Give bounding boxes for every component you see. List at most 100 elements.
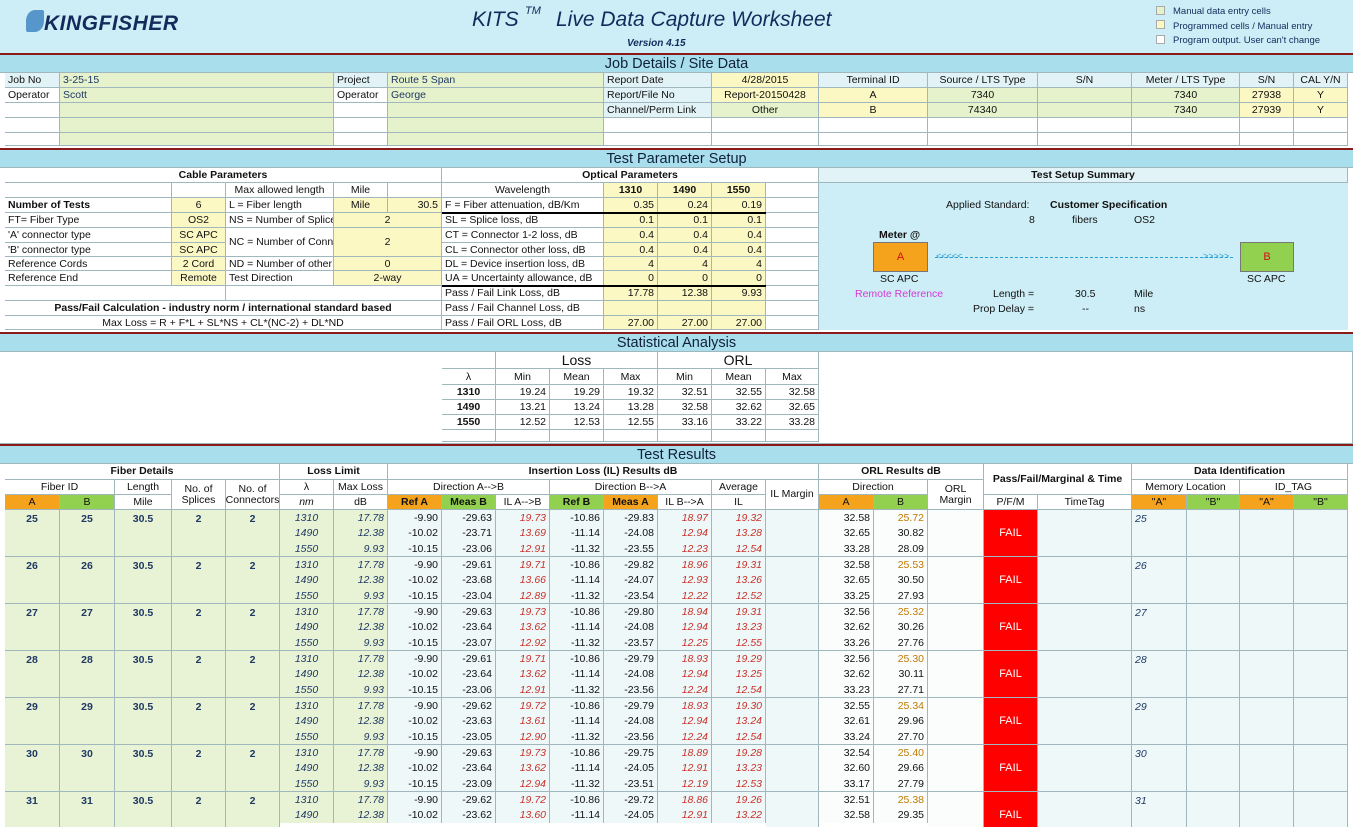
cell	[1240, 698, 1294, 745]
param-label: L = Fiber length	[226, 198, 334, 213]
measurement: -11.32	[550, 729, 604, 745]
stats-column: Mean	[550, 369, 604, 385]
cell	[766, 286, 819, 301]
measurement: -29.79	[604, 698, 658, 714]
param-value: 30.5	[388, 198, 442, 213]
param-value: 9.93	[712, 286, 766, 301]
job-cell	[334, 103, 388, 118]
stats-column: Min	[658, 369, 712, 385]
fiber-length: 30.5	[115, 604, 172, 651]
fiber-id: 26	[60, 557, 115, 604]
job-cell	[819, 133, 928, 146]
measurement: -24.05	[604, 760, 658, 777]
measurement: -11.32	[550, 776, 604, 792]
job-cell	[60, 103, 334, 118]
stats-cell: 12.55	[604, 415, 658, 430]
measurement: -23.64	[442, 760, 496, 777]
cell	[5, 286, 226, 301]
legend-swatch	[1156, 35, 1165, 44]
measurement: 17.78	[334, 698, 388, 714]
measurement: 12.38	[334, 807, 388, 824]
column-header: B	[874, 495, 928, 510]
terminal-box: A	[873, 242, 928, 272]
measurement: 12.91	[658, 807, 712, 824]
column-header: TimeTag	[1038, 495, 1132, 510]
measurement: 32.56	[819, 651, 874, 667]
measurement: 30.11	[874, 666, 928, 683]
column-header: Ref B	[550, 495, 604, 510]
measurement: -29.62	[442, 698, 496, 714]
measurement: -23.07	[442, 635, 496, 651]
measurement: -29.63	[442, 604, 496, 620]
param-value: SC APC	[172, 228, 226, 243]
job-cell	[334, 133, 388, 146]
group-header: Insertion Loss (IL) Results dB	[388, 464, 819, 480]
fiber-splices: 2	[172, 698, 226, 745]
column-header: Mile	[115, 495, 172, 510]
param-value: 0.19	[712, 198, 766, 213]
job-cell	[1294, 133, 1348, 146]
fiber-id: 25	[60, 510, 115, 557]
measurement: -24.08	[604, 713, 658, 730]
measurement: -23.51	[604, 776, 658, 792]
param-value: 0.4	[658, 243, 712, 257]
measurement: 12.23	[658, 541, 712, 557]
param-label: 'A' connector type	[5, 228, 172, 243]
measurement: 12.91	[658, 760, 712, 777]
job-cell: 3-25-15	[60, 73, 334, 88]
job-cell: 7340	[928, 88, 1038, 103]
measurement: -24.08	[604, 525, 658, 542]
subgroup-header: Direction	[819, 480, 928, 495]
measurement: 25.40	[874, 745, 928, 761]
measurement: -10.02	[388, 525, 442, 542]
fiber-length: 30.5	[115, 651, 172, 698]
memory-location: 26	[1132, 557, 1187, 604]
measurement: -10.86	[550, 698, 604, 714]
stats-cell: 32.51	[658, 385, 712, 400]
cell	[1187, 557, 1240, 604]
measurement: 28.09	[874, 541, 928, 557]
param-value: 2	[334, 213, 442, 228]
param-value: 0	[604, 271, 658, 286]
cell	[1038, 651, 1132, 698]
measurement: 33.23	[819, 682, 874, 698]
stats-cell: 1310	[442, 385, 496, 400]
measurement: 19.28	[712, 745, 766, 761]
measurement: -9.90	[388, 651, 442, 667]
stats-cell: 32.58	[658, 400, 712, 415]
job-cell: 74340	[928, 103, 1038, 118]
measurement: 12.52	[712, 588, 766, 604]
column-header: IL B-->A	[658, 495, 712, 510]
measurement: 9.93	[334, 682, 388, 698]
job-cell: Operator	[5, 88, 60, 103]
result: FAIL	[984, 557, 1038, 604]
fiber-length: 30.5	[115, 792, 172, 827]
stats-group: ORL	[658, 352, 819, 369]
measurement: 12.24	[658, 729, 712, 745]
measurement: -29.79	[604, 651, 658, 667]
measurement: 25.30	[874, 651, 928, 667]
measurement: -10.02	[388, 760, 442, 777]
column-header: dB	[334, 495, 388, 510]
measurement: 25.72	[874, 510, 928, 526]
measurement: -10.86	[550, 792, 604, 808]
measurement: 19.73	[496, 510, 550, 526]
fiber-id: 29	[5, 698, 60, 745]
job-cell: Other	[712, 103, 819, 118]
job-cell	[819, 118, 928, 133]
measurement: -23.63	[442, 713, 496, 730]
fiber-connectors: 2	[226, 510, 280, 557]
measurement: 12.54	[712, 682, 766, 698]
measurement: 18.97	[658, 510, 712, 526]
measurement: 1310	[280, 510, 334, 526]
cell	[766, 792, 819, 827]
result: FAIL	[984, 651, 1038, 698]
measurement: 12.93	[658, 572, 712, 589]
job-cell	[1240, 118, 1294, 133]
measurement: 17.78	[334, 745, 388, 761]
cell	[226, 286, 442, 301]
separator	[442, 285, 766, 287]
measurement: 1310	[280, 698, 334, 714]
measurement: -23.05	[442, 729, 496, 745]
measurement: 32.60	[819, 760, 874, 777]
